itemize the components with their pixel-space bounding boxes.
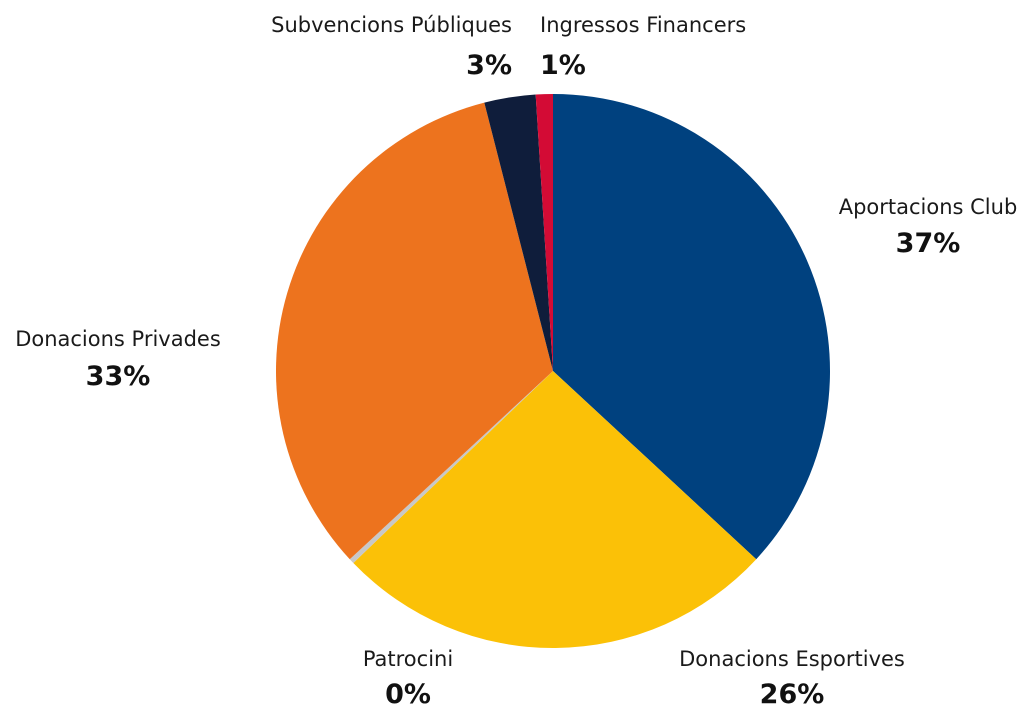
label-value-aportacions-club: 37% (896, 228, 961, 259)
label-name-patrocini: Patrocini (363, 647, 453, 671)
label-value-donacions-esportives: 26% (760, 679, 825, 710)
slice-subvencions-publiques (484, 94, 553, 371)
slice-donacions-privades (275, 102, 553, 560)
label-value-donacions-privades: 33% (86, 361, 151, 392)
label-name-subvencions-publiques: Subvencions Públiques (271, 13, 512, 37)
label-name-donacions-privades: Donacions Privades (15, 327, 221, 351)
pie-slices (275, 94, 831, 649)
slice-patrocini (349, 371, 553, 563)
label-value-ingressos-financers: 1% (540, 50, 586, 81)
label-name-donacions-esportives: Donacions Esportives (679, 647, 905, 671)
label-name-ingressos-financers: Ingressos Financers (540, 13, 746, 37)
label-value-patrocini: 0% (385, 679, 431, 710)
label-name-aportacions-club: Aportacions Club (839, 195, 1018, 219)
slice-donacions-esportives (353, 371, 757, 649)
label-value-subvencions-publiques: 3% (466, 50, 512, 81)
slice-aportacions-club (553, 94, 831, 560)
slice-ingressos-financers (535, 94, 553, 371)
